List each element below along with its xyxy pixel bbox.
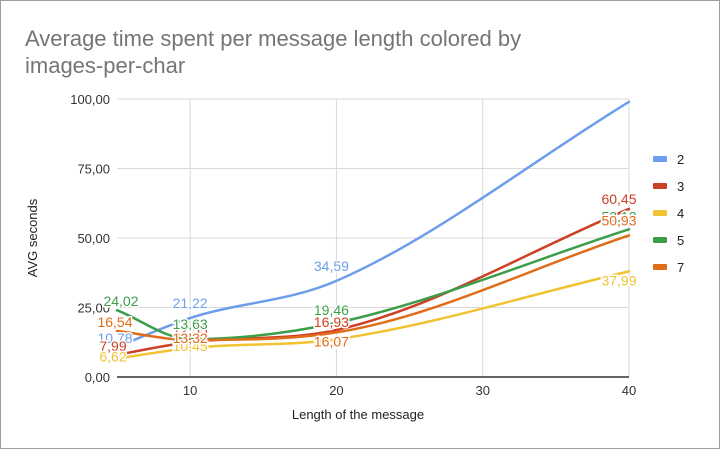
chart-title-line-2: images-per-char xyxy=(25,53,185,78)
gridlines xyxy=(117,98,630,377)
data-label: 50,93 xyxy=(601,212,636,228)
legend-label: 2 xyxy=(677,152,684,167)
legend-label: 7 xyxy=(677,260,684,275)
data-labels: 10,78 21,22 34,59 7,99 12,55 16,93 60,45 6,62 10… xyxy=(96,189,638,366)
x-tick-label: 30 xyxy=(475,383,489,398)
y-tick-label: 0,00 xyxy=(85,370,110,385)
data-label: 13,57 xyxy=(314,334,349,350)
data-label: 10,78 xyxy=(97,330,132,346)
y-tick-label: 50,00 xyxy=(77,231,110,246)
y-axis-title: AVG seconds xyxy=(25,198,40,277)
data-label: 19,46 xyxy=(314,302,349,318)
x-tick-label: 20 xyxy=(329,383,343,398)
y-tick-label: 75,00 xyxy=(77,162,110,177)
data-label: 13,32 xyxy=(173,330,208,346)
legend-label: 5 xyxy=(677,233,684,248)
data-label: 6,62 xyxy=(99,349,126,365)
legend-label: 3 xyxy=(677,179,684,194)
data-label: 34,59 xyxy=(314,258,349,274)
series-line-4 xyxy=(115,270,631,360)
legend-swatch xyxy=(653,183,667,189)
data-label: 21,22 xyxy=(173,295,208,311)
chart-title-line-1: Average time spent per message length co… xyxy=(25,26,521,51)
series-line-2 xyxy=(115,100,631,349)
legend: 2 3 4 5 7 xyxy=(653,152,684,275)
legend-swatch xyxy=(653,264,667,270)
data-label: 10,45 xyxy=(173,338,208,354)
y-tick-label: 100,00 xyxy=(70,92,110,107)
series-line-5 xyxy=(115,228,631,341)
x-axis-title: Length of the message xyxy=(292,407,424,422)
axes: 0,00 25,00 50,00 75,00 100,00 10 20 30 40 xyxy=(70,92,636,398)
data-label: 16,93 xyxy=(314,314,349,330)
legend-label: 4 xyxy=(677,206,684,221)
data-label: 7,99 xyxy=(99,338,126,354)
series-line-3 xyxy=(115,207,631,357)
data-label: 37,99 xyxy=(601,272,636,288)
data-label: 13,63 xyxy=(173,316,208,332)
x-tick-label: 40 xyxy=(622,383,636,398)
legend-swatch xyxy=(653,156,667,162)
legend-swatch xyxy=(653,237,667,243)
series-line-7 xyxy=(115,234,631,342)
x-tick-label: 10 xyxy=(183,383,197,398)
data-label: 24,02 xyxy=(103,293,138,309)
y-tick-label: 25,00 xyxy=(77,301,110,316)
data-label: 53,12 xyxy=(601,208,636,224)
legend-swatch xyxy=(653,210,667,216)
data-label: 16,54 xyxy=(97,314,132,330)
data-label: 12,55 xyxy=(173,322,208,338)
data-label: 16,07 xyxy=(314,333,349,349)
series-lines xyxy=(115,100,631,360)
data-label: 60,45 xyxy=(601,191,636,207)
